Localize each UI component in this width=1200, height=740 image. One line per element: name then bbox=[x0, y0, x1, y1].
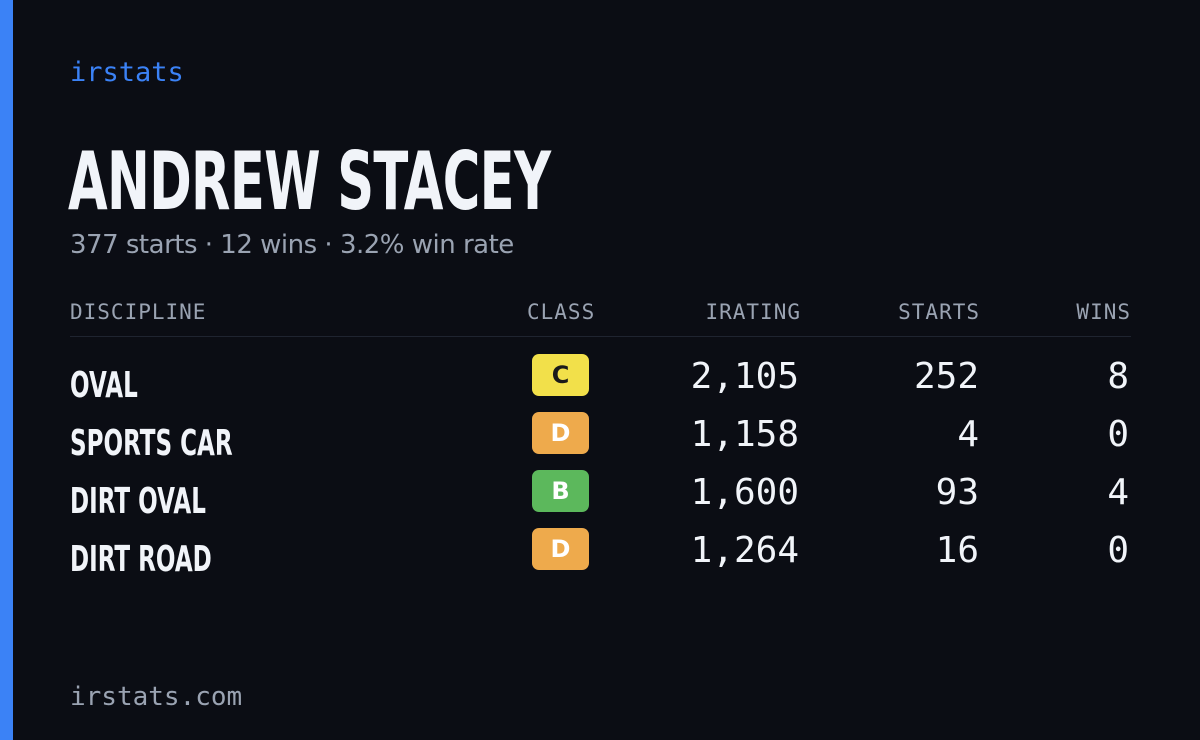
header-wins: WINS bbox=[1076, 300, 1131, 324]
header-starts: STARTS bbox=[898, 300, 980, 324]
wins-value: 0 bbox=[1107, 530, 1129, 571]
table-row: SPORTS CAR D 1,158 4 0 bbox=[70, 412, 1131, 470]
player-summary: 377 starts · 12 wins · 3.2% win rate bbox=[70, 230, 514, 260]
class-badge: D bbox=[532, 412, 589, 454]
starts-value: 4 bbox=[957, 414, 979, 455]
starts-value: 16 bbox=[935, 530, 979, 571]
table-row: DIRT OVAL B 1,600 93 4 bbox=[70, 470, 1131, 528]
footer-domain: irstats.com bbox=[70, 682, 243, 712]
irating-value: 1,158 bbox=[690, 414, 799, 455]
table-row: DIRT ROAD D 1,264 16 0 bbox=[70, 528, 1131, 586]
wins-value: 8 bbox=[1107, 356, 1129, 397]
table-row: OVAL C 2,105 252 8 bbox=[70, 354, 1131, 412]
irating-value: 1,264 bbox=[690, 530, 799, 571]
header-discipline: DISCIPLINE bbox=[70, 300, 207, 324]
class-badge: B bbox=[532, 470, 589, 512]
player-name: ANDREW STACEY bbox=[68, 135, 551, 228]
discipline-name: OVAL bbox=[70, 365, 138, 406]
header-irating: IRATING bbox=[705, 300, 801, 324]
class-badge: D bbox=[532, 528, 589, 570]
discipline-name: SPORTS CAR bbox=[70, 423, 233, 464]
irating-value: 2,105 bbox=[690, 356, 799, 397]
brand-logo: irstats bbox=[70, 57, 184, 88]
starts-value: 252 bbox=[913, 356, 979, 397]
discipline-name: DIRT ROAD bbox=[70, 539, 212, 580]
header-class: CLASS bbox=[527, 300, 596, 324]
discipline-name: DIRT OVAL bbox=[70, 481, 206, 522]
starts-value: 93 bbox=[935, 472, 979, 513]
header-divider bbox=[70, 336, 1131, 337]
wins-value: 4 bbox=[1107, 472, 1129, 513]
wins-value: 0 bbox=[1107, 414, 1129, 455]
class-badge: C bbox=[532, 354, 589, 396]
irating-value: 1,600 bbox=[690, 472, 799, 513]
accent-bar bbox=[0, 0, 13, 740]
